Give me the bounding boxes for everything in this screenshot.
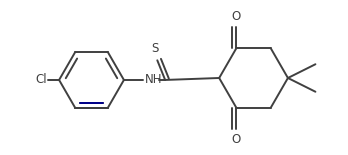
Text: O: O xyxy=(232,133,241,146)
Text: O: O xyxy=(232,10,241,23)
Text: S: S xyxy=(152,42,159,55)
Text: NH: NH xyxy=(144,73,162,86)
Text: Cl: Cl xyxy=(36,73,47,86)
